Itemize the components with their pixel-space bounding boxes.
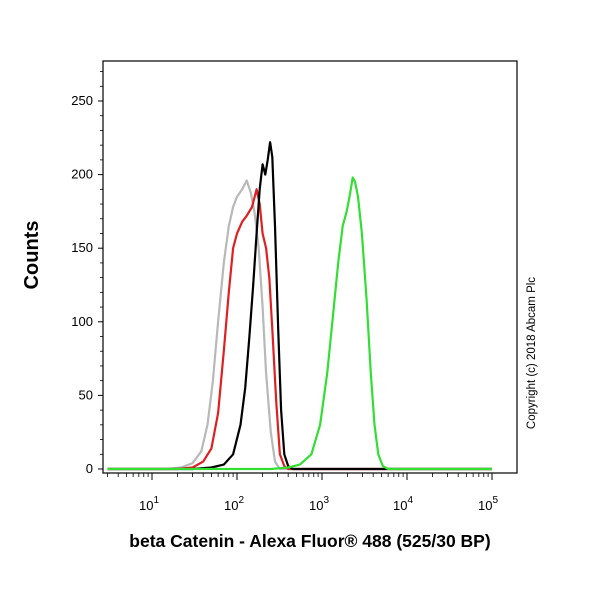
y-tick-label: 0 (86, 461, 93, 476)
copyright-notice: Copyright (c) 2018 Abcam Plc (526, 277, 538, 429)
histogram-series-1 (107, 179, 492, 471)
y-tick-label: 250 (71, 93, 93, 108)
x-tick-label: 105 (478, 495, 498, 513)
x-tick-label: 103 (309, 495, 329, 513)
histogram-series-3 (107, 141, 492, 471)
x-tick-label: 104 (393, 495, 413, 513)
plot-frame (102, 60, 518, 474)
histogram-series-2 (107, 188, 492, 471)
x-axis: 101 102 103 104 105 (107, 473, 498, 513)
y-axis-title: Counts (21, 221, 43, 290)
x-tick-label: 102 (224, 495, 244, 513)
histogram-series-4 (107, 176, 492, 471)
y-tick-label: 150 (71, 240, 93, 255)
y-axis: 0 50 100 150 200 250 (71, 71, 103, 476)
x-axis-title: beta Catenin - Alexa Fluor® 488 (525/30 … (129, 531, 490, 551)
y-tick-label: 200 (71, 167, 93, 182)
x-tick-label: 101 (139, 495, 159, 513)
series-layer (107, 141, 492, 471)
y-tick-label: 100 (71, 314, 93, 329)
y-tick-label: 50 (79, 387, 93, 402)
